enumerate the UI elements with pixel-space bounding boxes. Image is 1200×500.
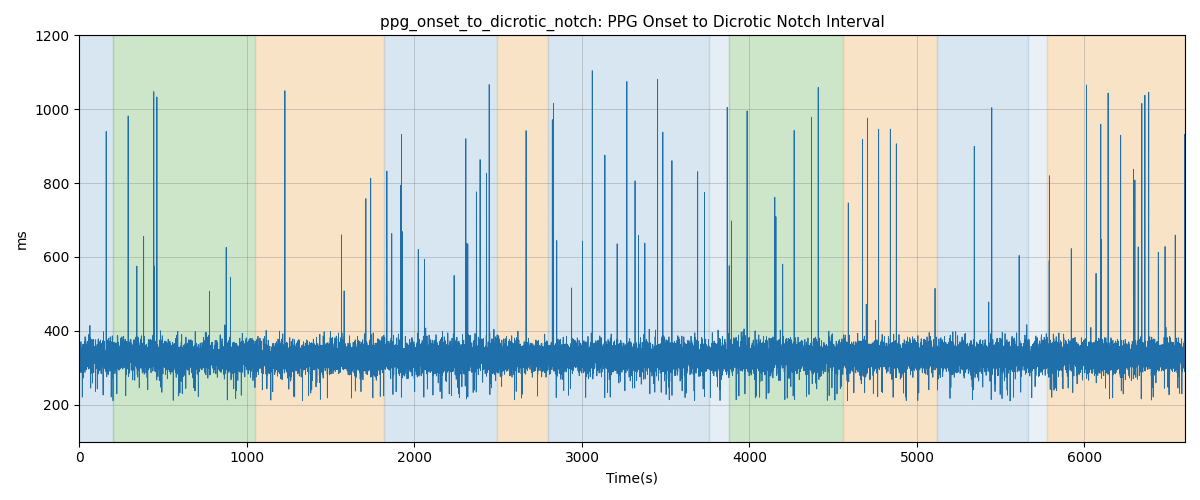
Bar	[256, 36, 384, 442]
Title: ppg_onset_to_dicrotic_notch: PPG Onset to Dicrotic Notch Interval: ppg_onset_to_dicrotic_notch: PPG Onset t…	[380, 15, 884, 31]
Bar	[709, 36, 728, 442]
Y-axis label: ms: ms	[14, 228, 29, 249]
Bar	[384, 36, 497, 442]
Bar	[1046, 36, 1186, 442]
X-axis label: Time(s): Time(s)	[606, 471, 659, 485]
Bar	[937, 36, 1027, 442]
Bar	[113, 36, 256, 442]
Bar	[844, 36, 937, 442]
Bar	[548, 36, 709, 442]
Bar	[497, 36, 548, 442]
Bar	[79, 36, 113, 442]
Bar	[728, 36, 844, 442]
Bar	[1027, 36, 1046, 442]
